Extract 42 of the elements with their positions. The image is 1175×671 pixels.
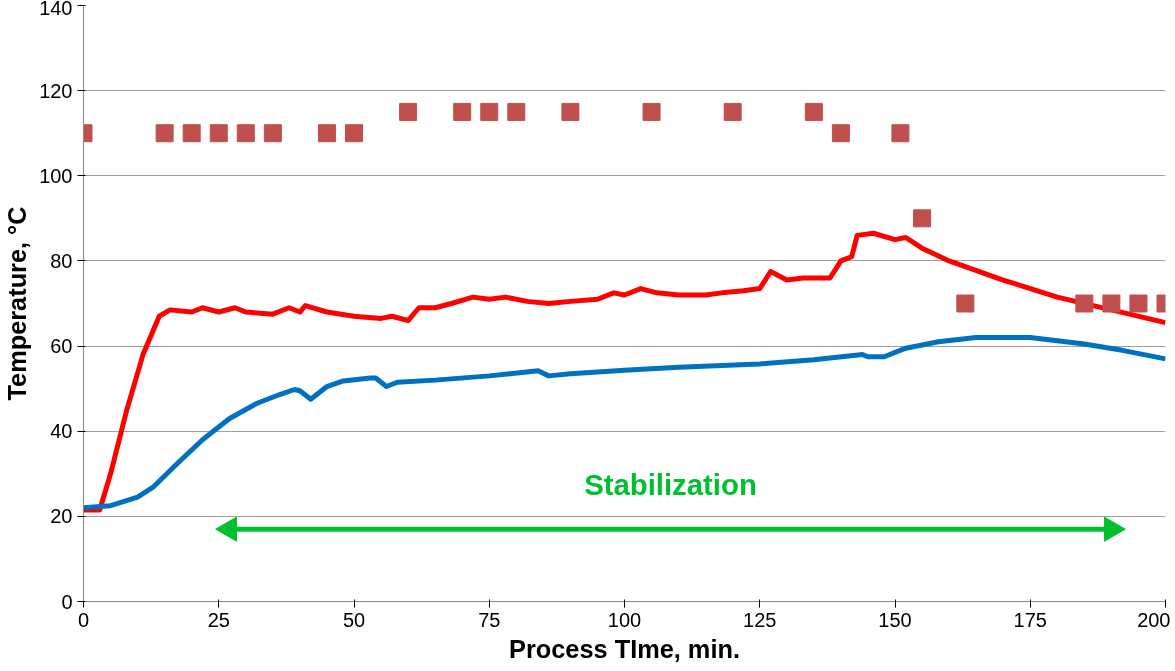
y-tick-label: 140 xyxy=(39,0,73,19)
x-tick-label: 175 xyxy=(1013,608,1047,631)
point xyxy=(399,102,418,121)
x-axis-title: Process TIme, min. xyxy=(509,634,740,663)
x-tick-label: 75 xyxy=(478,608,501,631)
x-tick-label: 125 xyxy=(743,608,777,631)
point xyxy=(155,124,174,143)
point xyxy=(561,102,580,121)
point xyxy=(891,124,910,143)
point xyxy=(956,294,975,313)
y-tick-label: 80 xyxy=(50,249,73,272)
y-tick-label: 40 xyxy=(50,420,73,443)
y-tick-label: 20 xyxy=(50,505,73,528)
point xyxy=(831,124,850,143)
y-tick-label: 0 xyxy=(61,590,73,613)
point xyxy=(1075,294,1094,313)
x-tick-label: 150 xyxy=(878,608,912,631)
point xyxy=(209,124,228,143)
point xyxy=(804,102,823,121)
x-tick-label: 200 xyxy=(1137,608,1171,631)
point xyxy=(1129,294,1148,313)
point xyxy=(723,102,742,121)
x-tick-label: 50 xyxy=(342,608,366,631)
point xyxy=(642,102,661,121)
y-tick-label: 60 xyxy=(50,335,73,358)
y-tick-label: 100 xyxy=(39,164,73,187)
point xyxy=(480,102,499,121)
x-tick-label: 25 xyxy=(207,608,230,631)
point xyxy=(1102,294,1121,313)
point xyxy=(913,209,932,228)
point xyxy=(345,124,363,143)
x-tick-label: 0 xyxy=(77,608,90,631)
point xyxy=(263,124,282,143)
y-axis-title: Temperature, °C xyxy=(3,206,32,401)
point xyxy=(317,124,336,143)
point xyxy=(236,124,255,143)
x-tick-label: 100 xyxy=(607,608,642,631)
point xyxy=(507,102,526,121)
y-tick-label: 120 xyxy=(39,79,73,102)
annotation: Stabilization xyxy=(584,468,757,502)
point xyxy=(453,102,472,121)
point xyxy=(182,124,201,143)
